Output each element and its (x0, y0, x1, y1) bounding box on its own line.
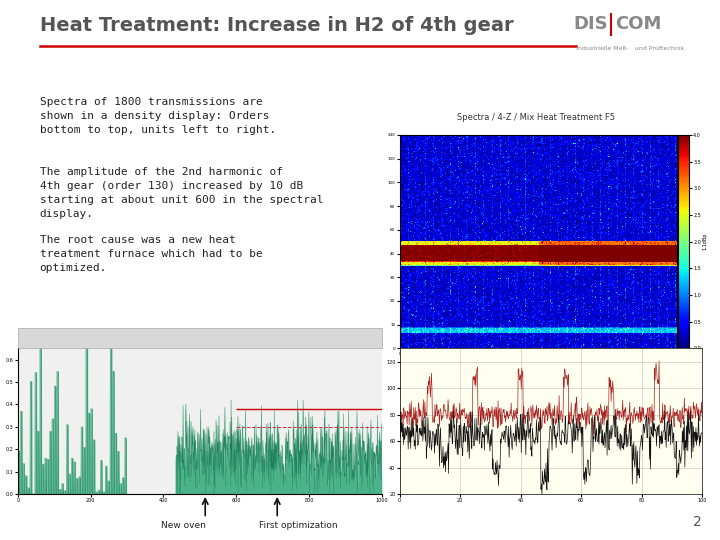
Text: MIX in Mix. 4-Z (1288.0 ): MIX in Mix. 4-Z (1288.0 ) (493, 368, 580, 375)
Text: 17792.0 , 40.501= 62.5332: 17792.0 , 40.501= 62.5332 (493, 353, 580, 357)
Text: HD Heat Treatment 4-th gear H2: HD Heat Treatment 4-th gear H2 (117, 334, 283, 342)
Text: Heat Treatment: Increase in H2 of 4th gear: Heat Treatment: Increase in H2 of 4th ge… (40, 16, 513, 35)
Text: First optimization: First optimization (259, 521, 338, 530)
Text: The amplitude of the 2nd harmonic of
4th gear (order 130) increased by 10 dB
sta: The amplitude of the 2nd harmonic of 4th… (40, 167, 323, 219)
Text: 2: 2 (693, 515, 702, 529)
Text: Spectra of 1800 transmissions are
shown in a density display: Orders
bottom to t: Spectra of 1800 transmissions are shown … (40, 97, 276, 135)
Text: COM: COM (616, 15, 662, 33)
Text: Industrielle Meß-   und Prüftechnik: Industrielle Meß- und Prüftechnik (576, 46, 685, 51)
Text: DIS: DIS (574, 15, 608, 33)
Text: The root cause was a new heat
treatment furnace which had to be
optimized.: The root cause was a new heat treatment … (40, 235, 262, 273)
Y-axis label: 1.1dBp: 1.1dBp (702, 233, 707, 251)
Text: Spectra / 4-Z / Mix Heat Treatment F5: Spectra / 4-Z / Mix Heat Treatment F5 (457, 112, 616, 122)
Text: New oven: New oven (161, 521, 206, 530)
